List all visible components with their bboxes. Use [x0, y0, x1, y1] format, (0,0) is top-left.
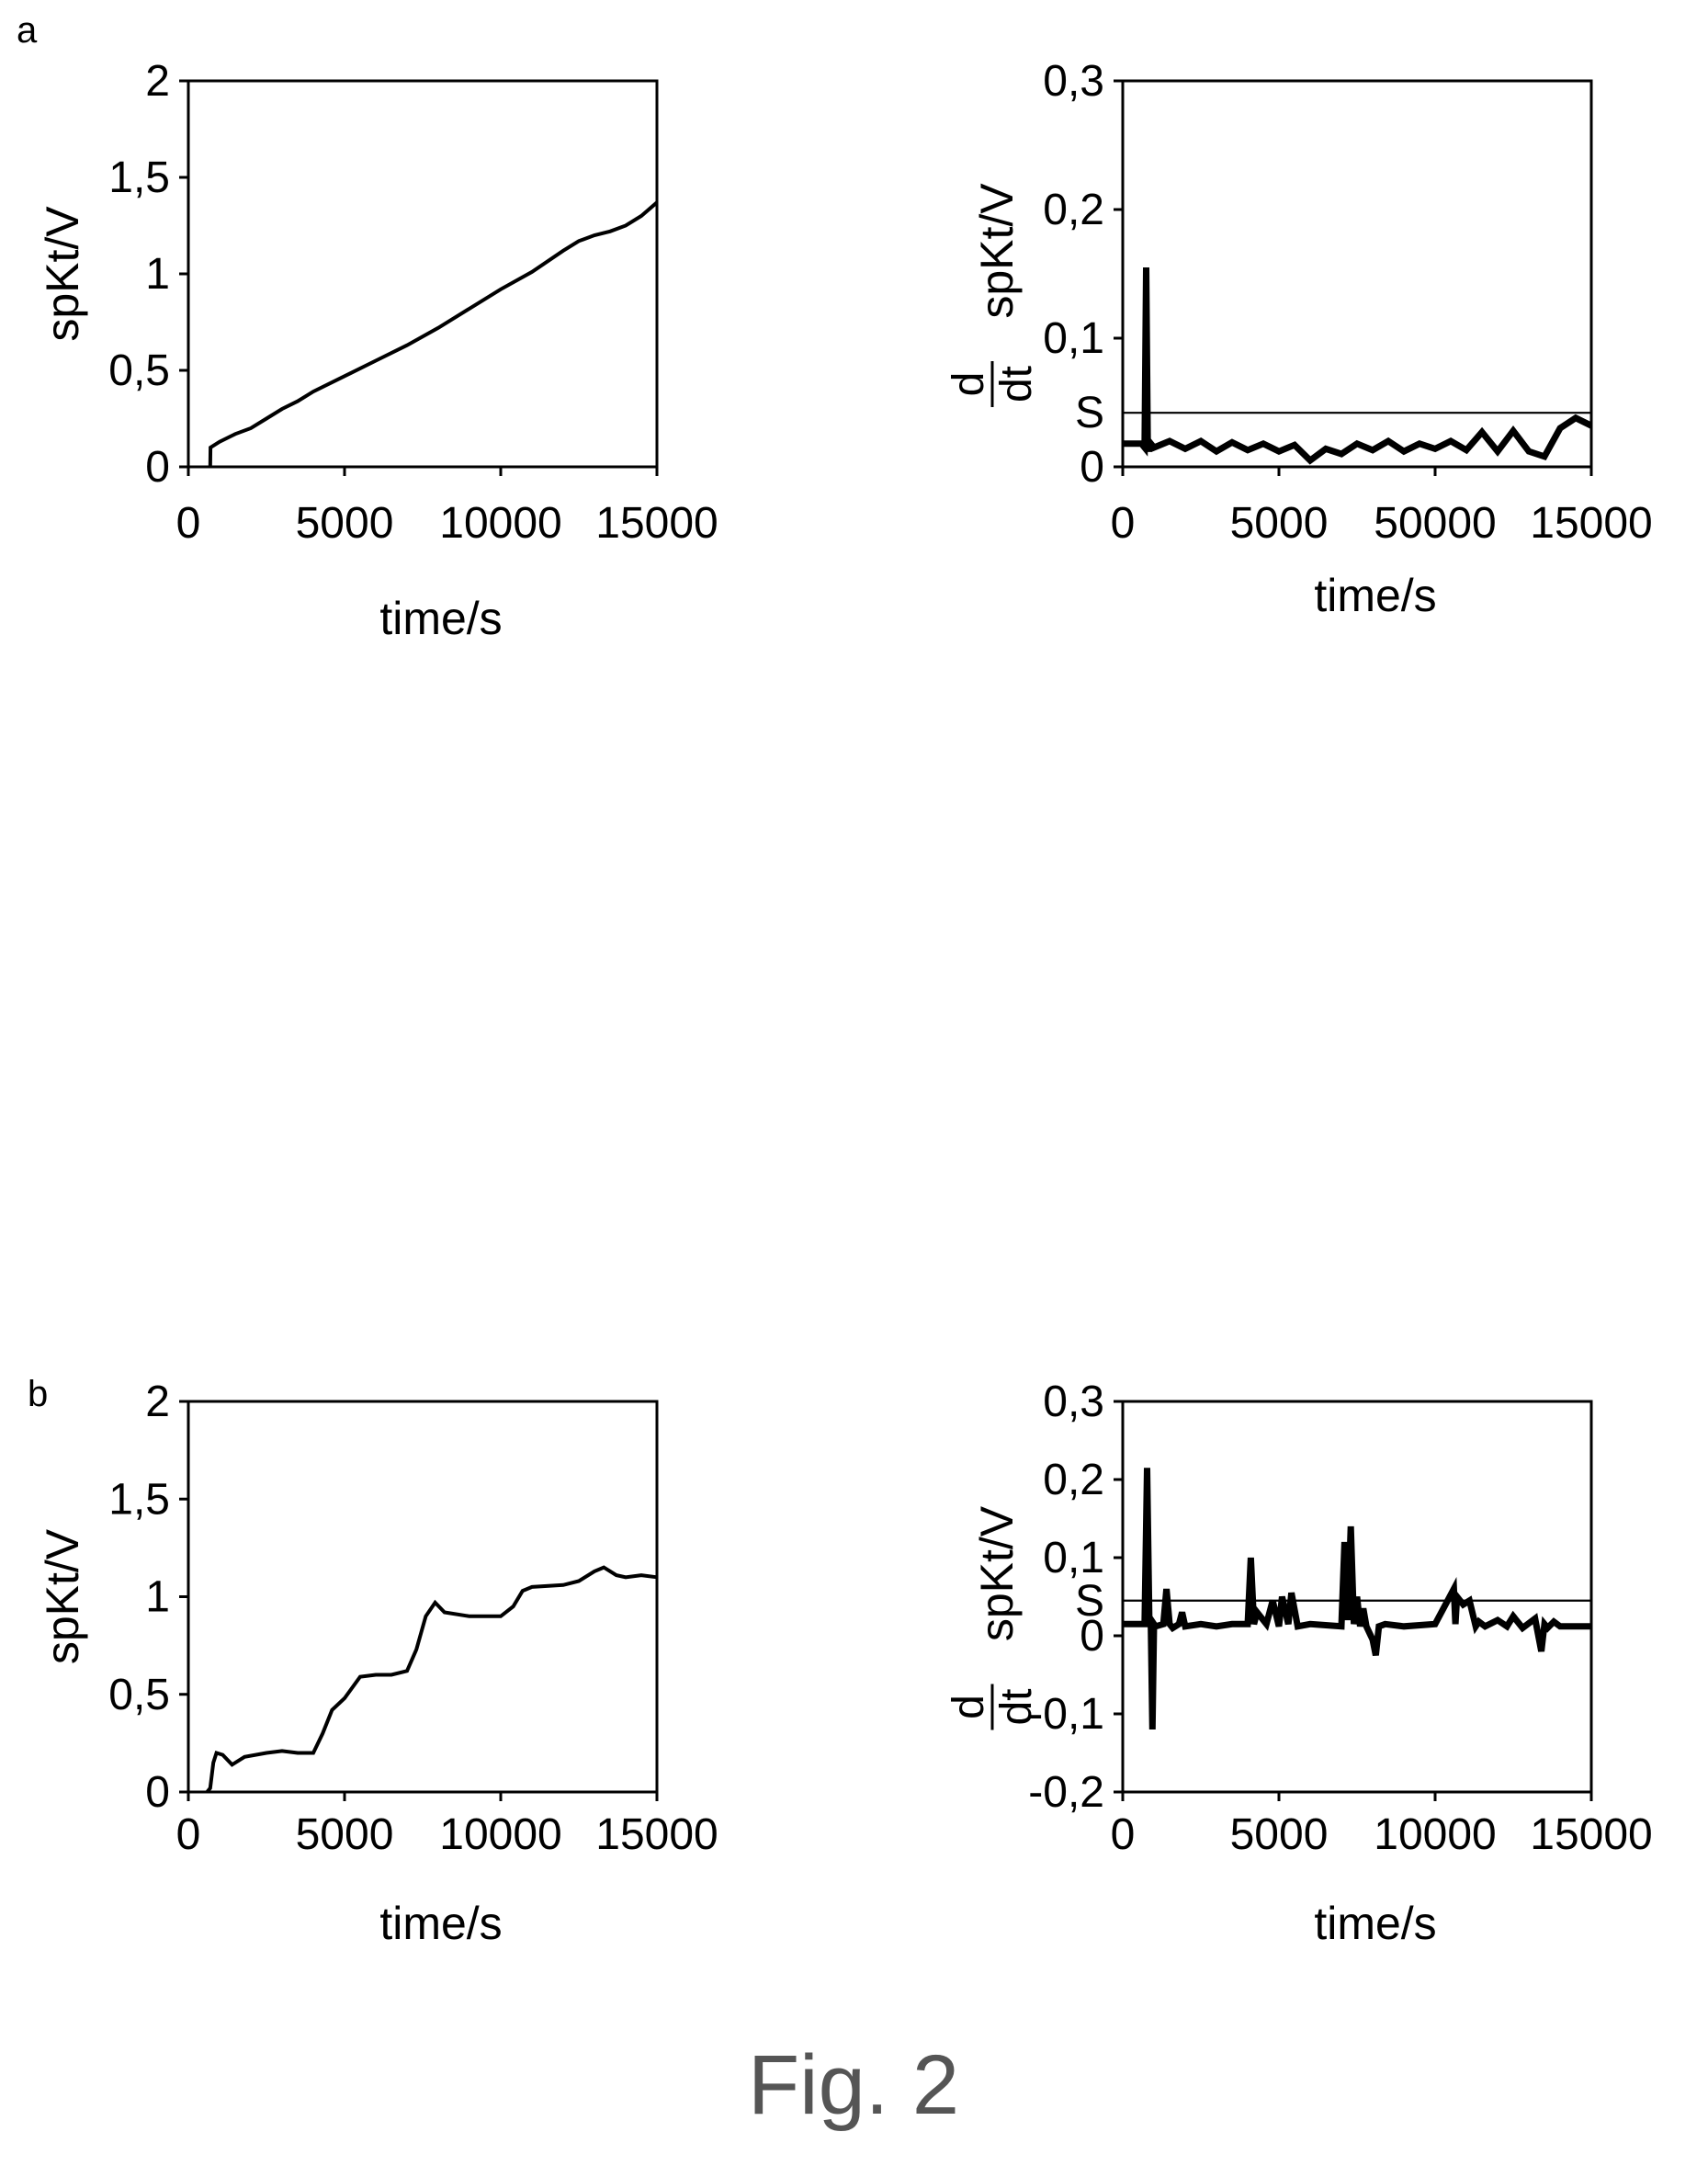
y-axis-fraction-numerator: d — [944, 1695, 993, 1719]
chart-b-left: 0 0,5 1 1,5 2 0 5000 10000 15000 time/s spKt/V — [37, 1378, 718, 1949]
x-axis-label: time/s — [379, 1898, 502, 1949]
x-tick-label: 10000 — [439, 1810, 561, 1859]
y-axis-label: spKt/V — [37, 1528, 88, 1664]
y-tick-label: -0,2 — [1028, 1768, 1104, 1817]
plot-frame — [187, 1400, 659, 1794]
x-tick-label: 5000 — [296, 1810, 394, 1859]
x-axis-label: time/s — [379, 593, 502, 644]
y-tick-label: -0,1 — [1028, 1690, 1104, 1739]
y-tick-label: 0,3 — [1043, 57, 1104, 106]
plot-frame — [187, 79, 659, 469]
x-tick-label: 5000 — [296, 499, 394, 548]
x-tick-label: 15000 — [595, 499, 718, 548]
y-axis-label: spKt/V — [971, 183, 1023, 319]
x-tick-label: 10000 — [1374, 1810, 1496, 1859]
x-tick-label: 15000 — [1530, 1810, 1652, 1859]
chart-b-right: -0,2 -0,1 0 0,1 0,2 0,3 0 5000 10000 15000 time/s d… — [944, 1378, 1653, 1949]
y-tick-label: 0,5 — [108, 346, 170, 395]
threshold-label: S — [1075, 389, 1104, 437]
x-tick-label: 0 — [176, 1810, 201, 1859]
y-tick-label: 0 — [145, 1768, 170, 1817]
chart-a-left: 0 0,5 1 1,5 2 0 5000 10000 15000 time/s spKt/V — [37, 57, 718, 644]
x-tick-label: 0 — [1111, 1810, 1136, 1859]
series-line — [205, 1565, 658, 1794]
y-tick-label: 0,2 — [1043, 1456, 1104, 1504]
x-tick-label: 15000 — [1530, 499, 1652, 548]
y-tick-label: 0,1 — [1043, 314, 1104, 363]
x-tick-label: 0 — [176, 499, 201, 548]
x-tick-label: 5000 — [1230, 499, 1329, 548]
figure-caption: Fig. 2 — [748, 2038, 959, 2132]
y-axis-label: spKt/V — [37, 206, 88, 342]
x-tick-label: 5000 — [1230, 1810, 1329, 1859]
y-axis-label-group: d dt spKt/V — [944, 183, 1041, 407]
y-axis-fraction-numerator: d — [944, 372, 993, 397]
y-tick-label: 0,1 — [1043, 1534, 1104, 1582]
y-axis-fraction-denominator: dt — [992, 366, 1041, 403]
y-tick-label: 0 — [145, 443, 170, 492]
series-line — [1123, 1468, 1591, 1730]
y-tick-label: 2 — [145, 1378, 170, 1426]
panel-letter-b: b — [28, 1374, 48, 1414]
y-tick-label: 0 — [1080, 1612, 1104, 1661]
x-axis-label: time/s — [1314, 1898, 1436, 1949]
y-tick-label: 0,3 — [1043, 1378, 1104, 1426]
y-tick-label: 1,5 — [108, 153, 170, 202]
y-axis-label: spKt/V — [971, 1505, 1023, 1641]
x-tick-label: 10000 — [439, 499, 561, 548]
series-line — [208, 200, 659, 468]
y-tick-label: 2 — [145, 57, 170, 106]
y-tick-label: 0,2 — [1043, 186, 1104, 234]
y-tick-label: 1 — [145, 250, 170, 299]
y-tick-label: 1 — [145, 1573, 170, 1622]
y-axis-fraction-denominator: dt — [992, 1688, 1041, 1725]
plot-frame — [1121, 79, 1593, 469]
y-axis-label-group: d dt spKt/V — [944, 1505, 1041, 1730]
y-tick-label: 1,5 — [108, 1475, 170, 1524]
panel-letter-a: a — [17, 10, 38, 51]
chart-a-right: 0 0,1 0,2 0,3 0 5000 50000 15000 time/s d dt spKt/V… — [944, 57, 1653, 621]
series-line — [1123, 266, 1593, 465]
plot-frame — [1121, 1400, 1593, 1794]
x-tick-label: 15000 — [595, 1810, 718, 1859]
x-tick-label: 50000 — [1374, 499, 1496, 548]
y-tick-label: 0,5 — [108, 1671, 170, 1719]
x-tick-label: 0 — [1111, 499, 1136, 548]
y-tick-label: 0 — [1080, 443, 1104, 492]
x-axis-label: time/s — [1314, 570, 1436, 621]
threshold-label: S — [1075, 1577, 1104, 1626]
